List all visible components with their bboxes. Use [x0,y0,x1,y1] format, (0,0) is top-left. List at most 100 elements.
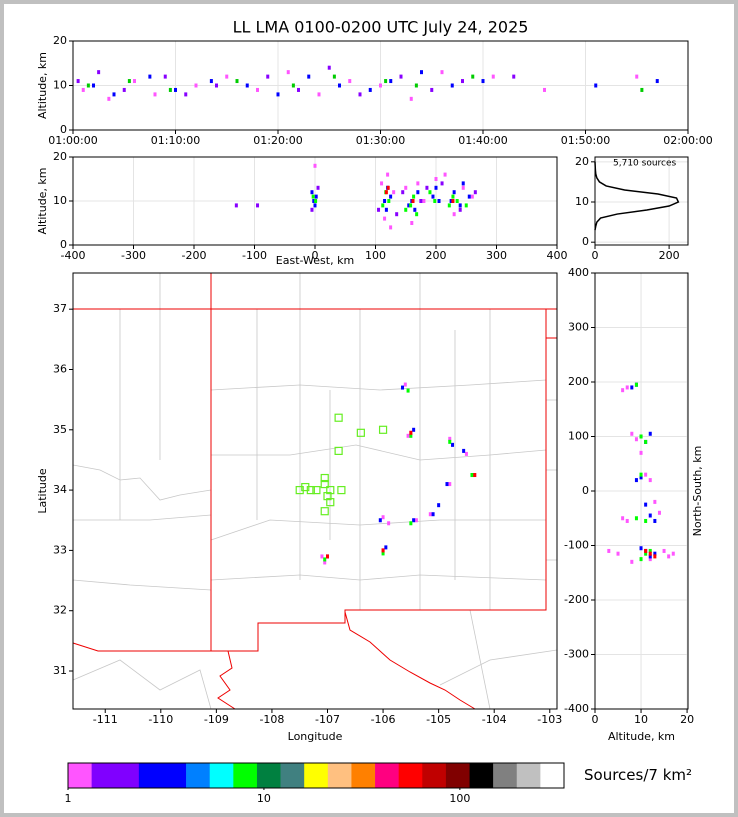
source-point [133,79,136,84]
source-point [256,203,260,208]
source-point [667,554,671,559]
source-point [655,79,659,84]
y-tick-label: -100 [564,539,589,552]
x-axis-label: Longitude [288,730,343,743]
colorbar-tick-label: 10 [257,792,271,805]
source-point [451,442,455,447]
source-point [639,557,643,562]
source-point [634,437,638,442]
source-point [313,163,317,168]
x-tick-label: 01:00:00 [48,134,97,147]
source-point [215,83,218,88]
source-point [404,207,408,212]
source-point [644,518,648,523]
plot-frame [594,272,689,710]
source-point [648,557,652,562]
source-point [256,87,259,92]
source-point [461,79,464,84]
source-point [635,74,639,79]
source-point [410,221,414,225]
source-point [406,388,410,393]
source-point [433,199,437,203]
source-point [431,194,435,199]
source-point [378,518,382,523]
source-point [422,199,426,203]
y-tick-label: 0 [60,238,67,251]
source-point [377,207,381,212]
source-point [416,181,420,186]
source-point [209,79,213,84]
source-point [409,430,413,435]
source-point [387,521,391,526]
source-point [648,554,652,559]
source-point [323,557,327,562]
source-point [621,516,625,521]
y-tick-label: 31 [53,664,67,677]
source-point [412,427,416,432]
source-point [384,207,388,212]
source-point [406,433,410,438]
source-point [473,190,477,195]
source-point [194,83,198,88]
source-point [512,74,516,79]
source-point [307,74,311,79]
colorbar-box [91,763,116,788]
source-point [451,194,455,199]
source-point [163,74,167,79]
source-point [379,83,382,88]
station [337,485,346,495]
source-point [450,83,454,88]
source-point [630,385,634,390]
source-point [245,83,249,88]
source-point [415,212,419,217]
x-tick-label: 200 [426,249,447,262]
x-tick-label: 0 [592,249,599,262]
source-point [384,545,388,550]
y-tick-label: 20 [53,34,67,47]
station [326,485,335,495]
source-point [184,92,188,97]
source-point [419,199,423,203]
source-point [97,70,101,75]
source-point [266,74,270,79]
source-point [470,194,474,199]
colorbar-box [540,763,565,788]
colorbar-box [398,763,423,788]
source-point [430,87,434,92]
x-tick-label: 0 [592,713,599,726]
source-point [314,194,318,199]
source-point [297,87,300,92]
station [312,485,321,495]
source-point [648,513,652,518]
source-point [86,83,90,88]
source-point [409,521,413,526]
source-point [671,551,675,556]
x-axis-label: East-West, km [276,254,354,267]
source-point [443,172,447,177]
x-tick-label: 01:20:00 [253,134,302,147]
source-point [481,79,485,84]
source-point [458,207,462,212]
colorbar-box [422,763,447,788]
plot-frame [594,156,689,246]
source-point [168,87,172,92]
source-point [445,482,449,487]
source-point [644,548,648,553]
source-point [625,385,629,390]
source-point [434,177,438,181]
source-point [437,503,441,508]
source-point [389,79,393,84]
colorbar-box [68,763,92,788]
source-point [653,551,657,556]
source-point [76,79,80,84]
source-point [634,516,638,521]
source-point [464,451,468,456]
source-point [467,194,471,199]
y-tick-label: 36 [53,362,67,375]
plot-frame [72,40,689,131]
source-point [225,74,229,79]
source-point [543,87,546,92]
source-point [399,74,403,79]
colorbar-box [115,763,140,788]
